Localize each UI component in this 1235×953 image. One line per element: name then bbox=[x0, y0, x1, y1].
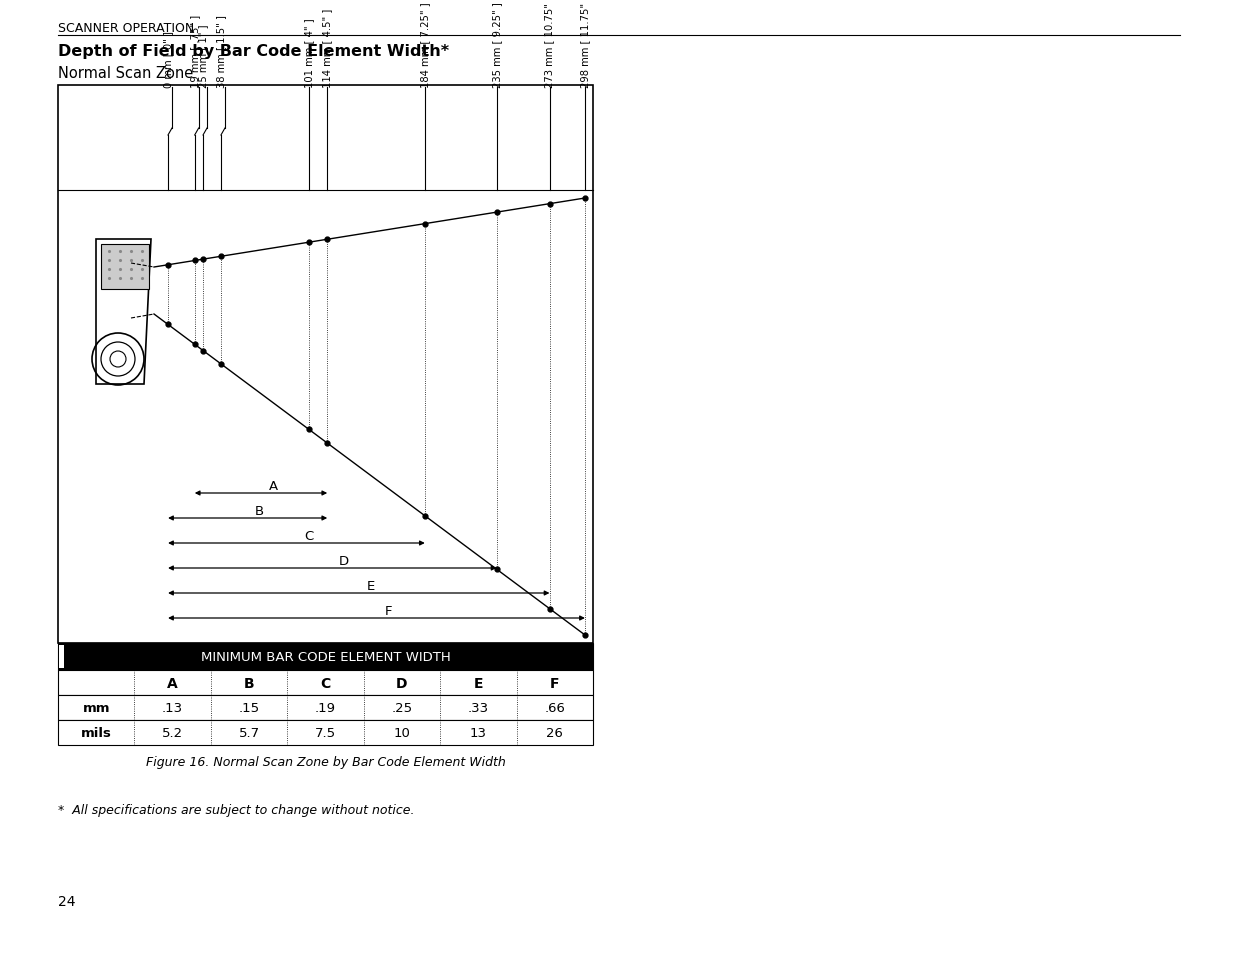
Text: .15: .15 bbox=[238, 701, 259, 714]
Bar bbox=[101, 245, 149, 290]
Text: .19: .19 bbox=[315, 701, 336, 714]
Text: E: E bbox=[367, 579, 375, 593]
Text: Normal Scan Zone: Normal Scan Zone bbox=[58, 66, 193, 81]
Text: F: F bbox=[385, 604, 393, 618]
Text: B: B bbox=[256, 504, 264, 517]
Text: 298 mm [ 11.75" ]: 298 mm [ 11.75" ] bbox=[580, 0, 590, 88]
Text: 7.5: 7.5 bbox=[315, 726, 336, 740]
Text: E: E bbox=[473, 676, 483, 690]
Text: B: B bbox=[243, 676, 254, 690]
Text: 19 mm [ .75" ]: 19 mm [ .75" ] bbox=[190, 15, 200, 88]
Text: 13: 13 bbox=[469, 726, 487, 740]
Text: .13: .13 bbox=[162, 701, 183, 714]
Text: Depth of Field by Bar Code Element Width*: Depth of Field by Bar Code Element Width… bbox=[58, 44, 450, 59]
Text: C: C bbox=[320, 676, 331, 690]
Text: MINIMUM BAR CODE ELEMENT WIDTH: MINIMUM BAR CODE ELEMENT WIDTH bbox=[200, 650, 451, 663]
Text: 101 mm [ 4" ]: 101 mm [ 4" ] bbox=[304, 18, 314, 88]
Text: 10: 10 bbox=[394, 726, 410, 740]
Bar bbox=[58, 86, 593, 643]
Text: 0 mm [ 0" ]: 0 mm [ 0" ] bbox=[163, 31, 173, 88]
Text: 5.7: 5.7 bbox=[238, 726, 259, 740]
Text: 25 mm [ 1" ]: 25 mm [ 1" ] bbox=[198, 25, 207, 88]
Text: A: A bbox=[268, 479, 278, 493]
Text: 114 mm [ 4.5" ]: 114 mm [ 4.5" ] bbox=[322, 9, 332, 88]
Text: C: C bbox=[304, 530, 312, 542]
Text: .33: .33 bbox=[468, 701, 489, 714]
Text: .66: .66 bbox=[545, 701, 566, 714]
Text: 235 mm [ 9.25" ]: 235 mm [ 9.25" ] bbox=[492, 2, 501, 88]
Text: 38 mm [ 1.5" ]: 38 mm [ 1.5" ] bbox=[216, 15, 226, 88]
Text: mils: mils bbox=[80, 726, 111, 740]
Bar bbox=[58, 696, 593, 720]
Text: 5.2: 5.2 bbox=[162, 726, 183, 740]
Bar bbox=[58, 670, 593, 696]
Text: 26: 26 bbox=[546, 726, 563, 740]
Text: mm: mm bbox=[83, 701, 110, 714]
Text: D: D bbox=[340, 555, 350, 567]
Text: *  All specifications are subject to change without notice.: * All specifications are subject to chan… bbox=[58, 803, 415, 816]
Text: 184 mm [ 7.25" ]: 184 mm [ 7.25" ] bbox=[420, 2, 430, 88]
Text: D: D bbox=[396, 676, 408, 690]
Text: 273 mm [ 10.75" ]: 273 mm [ 10.75" ] bbox=[545, 0, 555, 88]
Text: F: F bbox=[550, 676, 559, 690]
Text: A: A bbox=[167, 676, 178, 690]
Text: .25: .25 bbox=[391, 701, 412, 714]
Text: SCANNER OPERATION: SCANNER OPERATION bbox=[58, 22, 194, 35]
Bar bbox=[58, 643, 593, 670]
Bar bbox=[58, 720, 593, 745]
Text: Figure 16. Normal Scan Zone by Bar Code Element Width: Figure 16. Normal Scan Zone by Bar Code … bbox=[146, 755, 505, 768]
Bar bbox=[59, 645, 64, 668]
Text: 24: 24 bbox=[58, 894, 75, 908]
